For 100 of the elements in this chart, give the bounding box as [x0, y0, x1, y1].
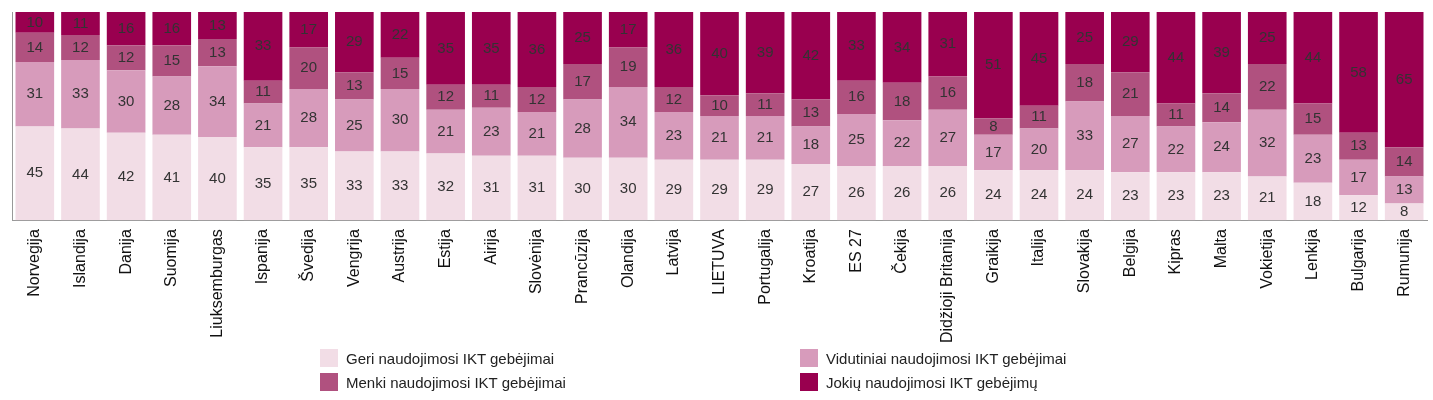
data-label: 42	[802, 45, 820, 63]
bar	[1247, 176, 1287, 221]
data-label: 17	[1350, 167, 1367, 185]
bar	[198, 39, 237, 67]
data-label: 58	[1350, 62, 1367, 80]
data-label: 24	[1213, 137, 1230, 155]
data-label: 16	[939, 83, 957, 101]
bar	[1293, 182, 1333, 221]
data-label: 45	[1030, 48, 1048, 66]
data-label: 33	[1076, 126, 1094, 144]
bar	[1293, 12, 1333, 104]
bar	[882, 166, 922, 221]
bar	[471, 155, 511, 221]
data-label: 27	[939, 128, 957, 146]
x-tick-label: Estija	[436, 229, 454, 269]
bar	[1065, 12, 1104, 65]
data-label: 26	[893, 183, 911, 201]
data-label: 18	[1076, 72, 1094, 90]
bar	[974, 170, 1013, 221]
bar	[1019, 12, 1059, 106]
data-label: 28	[300, 108, 318, 126]
data-label: 34	[893, 37, 911, 55]
data-label: 12	[528, 89, 546, 107]
bar	[1202, 122, 1241, 173]
bar	[1019, 105, 1059, 129]
bar	[517, 86, 557, 112]
bar	[1156, 172, 1196, 221]
bar	[1339, 159, 1378, 196]
bar	[1339, 132, 1378, 160]
data-label: 28	[163, 95, 181, 113]
x-tick-label: ES 27	[846, 229, 864, 273]
x-tick-label: Danija	[116, 229, 134, 275]
bar	[745, 116, 785, 160]
data-label: 33	[254, 36, 272, 54]
legend-label: Jokių naudojimosi IKT gebėjimų	[826, 373, 1038, 391]
bar	[1384, 147, 1424, 177]
data-label: 12	[117, 47, 135, 65]
data-label: 16	[163, 18, 181, 36]
bar	[837, 80, 876, 115]
bar	[106, 45, 146, 71]
bar	[1202, 12, 1241, 94]
bar	[928, 109, 968, 167]
bar	[1019, 128, 1059, 171]
bar	[426, 109, 465, 154]
x-tick-label: Didžioji Britanija	[938, 229, 956, 344]
data-label: 21	[711, 128, 728, 146]
bar	[198, 12, 237, 40]
data-label: 11	[1031, 107, 1047, 125]
bar	[1293, 134, 1333, 183]
data-label: 22	[893, 133, 911, 151]
data-label: 11	[1168, 105, 1184, 123]
data-label: 35	[300, 173, 318, 191]
data-label: 16	[848, 87, 865, 105]
data-label: 35	[482, 38, 500, 56]
data-label: 23	[1167, 186, 1185, 204]
x-tick-label: Lenkija	[1303, 229, 1321, 280]
data-label: 12	[72, 37, 89, 55]
data-label: 14	[1213, 97, 1230, 115]
bar	[928, 12, 968, 77]
bar	[152, 12, 192, 46]
x-tick-label: Rumunija	[1394, 229, 1412, 297]
data-label: 32	[437, 177, 454, 195]
bar	[106, 132, 146, 221]
bar	[745, 159, 785, 221]
data-label: 31	[528, 178, 546, 196]
data-label: 40	[711, 43, 728, 61]
bar	[654, 159, 694, 221]
bar	[791, 126, 831, 164]
bar	[791, 12, 831, 100]
bar	[700, 95, 739, 117]
bar	[837, 12, 876, 81]
bar	[1110, 72, 1150, 117]
x-tick-label: Portugalija	[755, 229, 773, 305]
bar	[335, 99, 374, 152]
data-label: 32	[1258, 133, 1276, 151]
bar	[15, 61, 55, 127]
data-label: 21	[254, 115, 272, 133]
bar	[745, 93, 785, 117]
x-tick-label: Liuksemburgas	[207, 229, 225, 338]
bar	[335, 12, 374, 73]
data-label: 20	[300, 58, 318, 76]
data-label: 13	[802, 103, 820, 121]
data-label: 17	[619, 19, 637, 37]
bar	[61, 128, 100, 221]
x-tick-label: Norvegija	[25, 229, 43, 297]
bar	[837, 166, 876, 221]
bar	[928, 76, 968, 110]
data-label: 17	[300, 19, 318, 37]
bar	[517, 155, 557, 221]
data-label: 23	[665, 126, 683, 144]
bar	[152, 45, 192, 77]
data-label: 12	[665, 89, 683, 107]
x-tick-label: Italija	[1029, 229, 1047, 267]
data-label: 29	[345, 32, 363, 50]
bar	[837, 114, 876, 167]
x-tick-label: Latvija	[664, 229, 682, 276]
bar	[608, 86, 648, 158]
legend-label: Geri naudojimosi IKT gebėjimai	[346, 349, 555, 367]
x-tick-label: Belgija	[1120, 229, 1138, 278]
bar	[289, 89, 329, 148]
